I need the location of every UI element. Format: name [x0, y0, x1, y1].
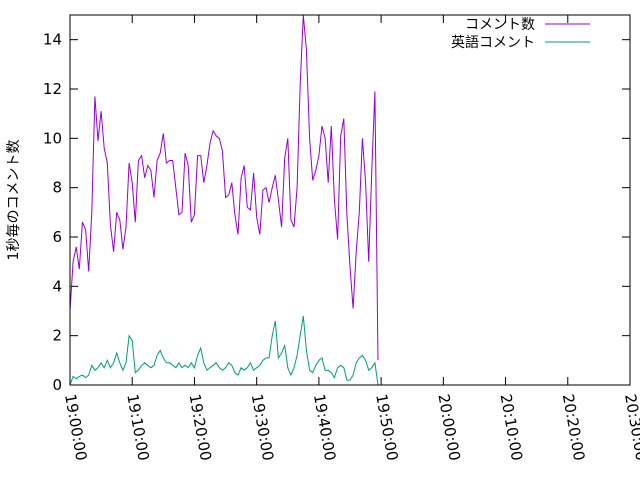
series-line: [69, 315, 379, 386]
y-axis-label: 1秒毎のコメント数: [6, 140, 22, 261]
legend-label: 英語コメント: [451, 34, 535, 51]
series-group: [69, 14, 379, 386]
y-tick-label: 6: [52, 228, 62, 246]
y-tick-label: 0: [52, 376, 62, 394]
y-tick-label: 4: [52, 277, 62, 295]
y-tick-label: 8: [52, 179, 62, 197]
y-tick-label: 2: [52, 327, 62, 345]
series-line: [69, 14, 379, 361]
y-tick-label: 10: [43, 129, 62, 147]
y-tick-label: 12: [43, 80, 62, 98]
y-tick-label: 14: [43, 31, 62, 49]
legend-label: コメント数: [465, 17, 535, 33]
y-axis: 0 2 4 6 8 10 12 14: [43, 31, 630, 394]
plot-border: [69, 14, 631, 386]
